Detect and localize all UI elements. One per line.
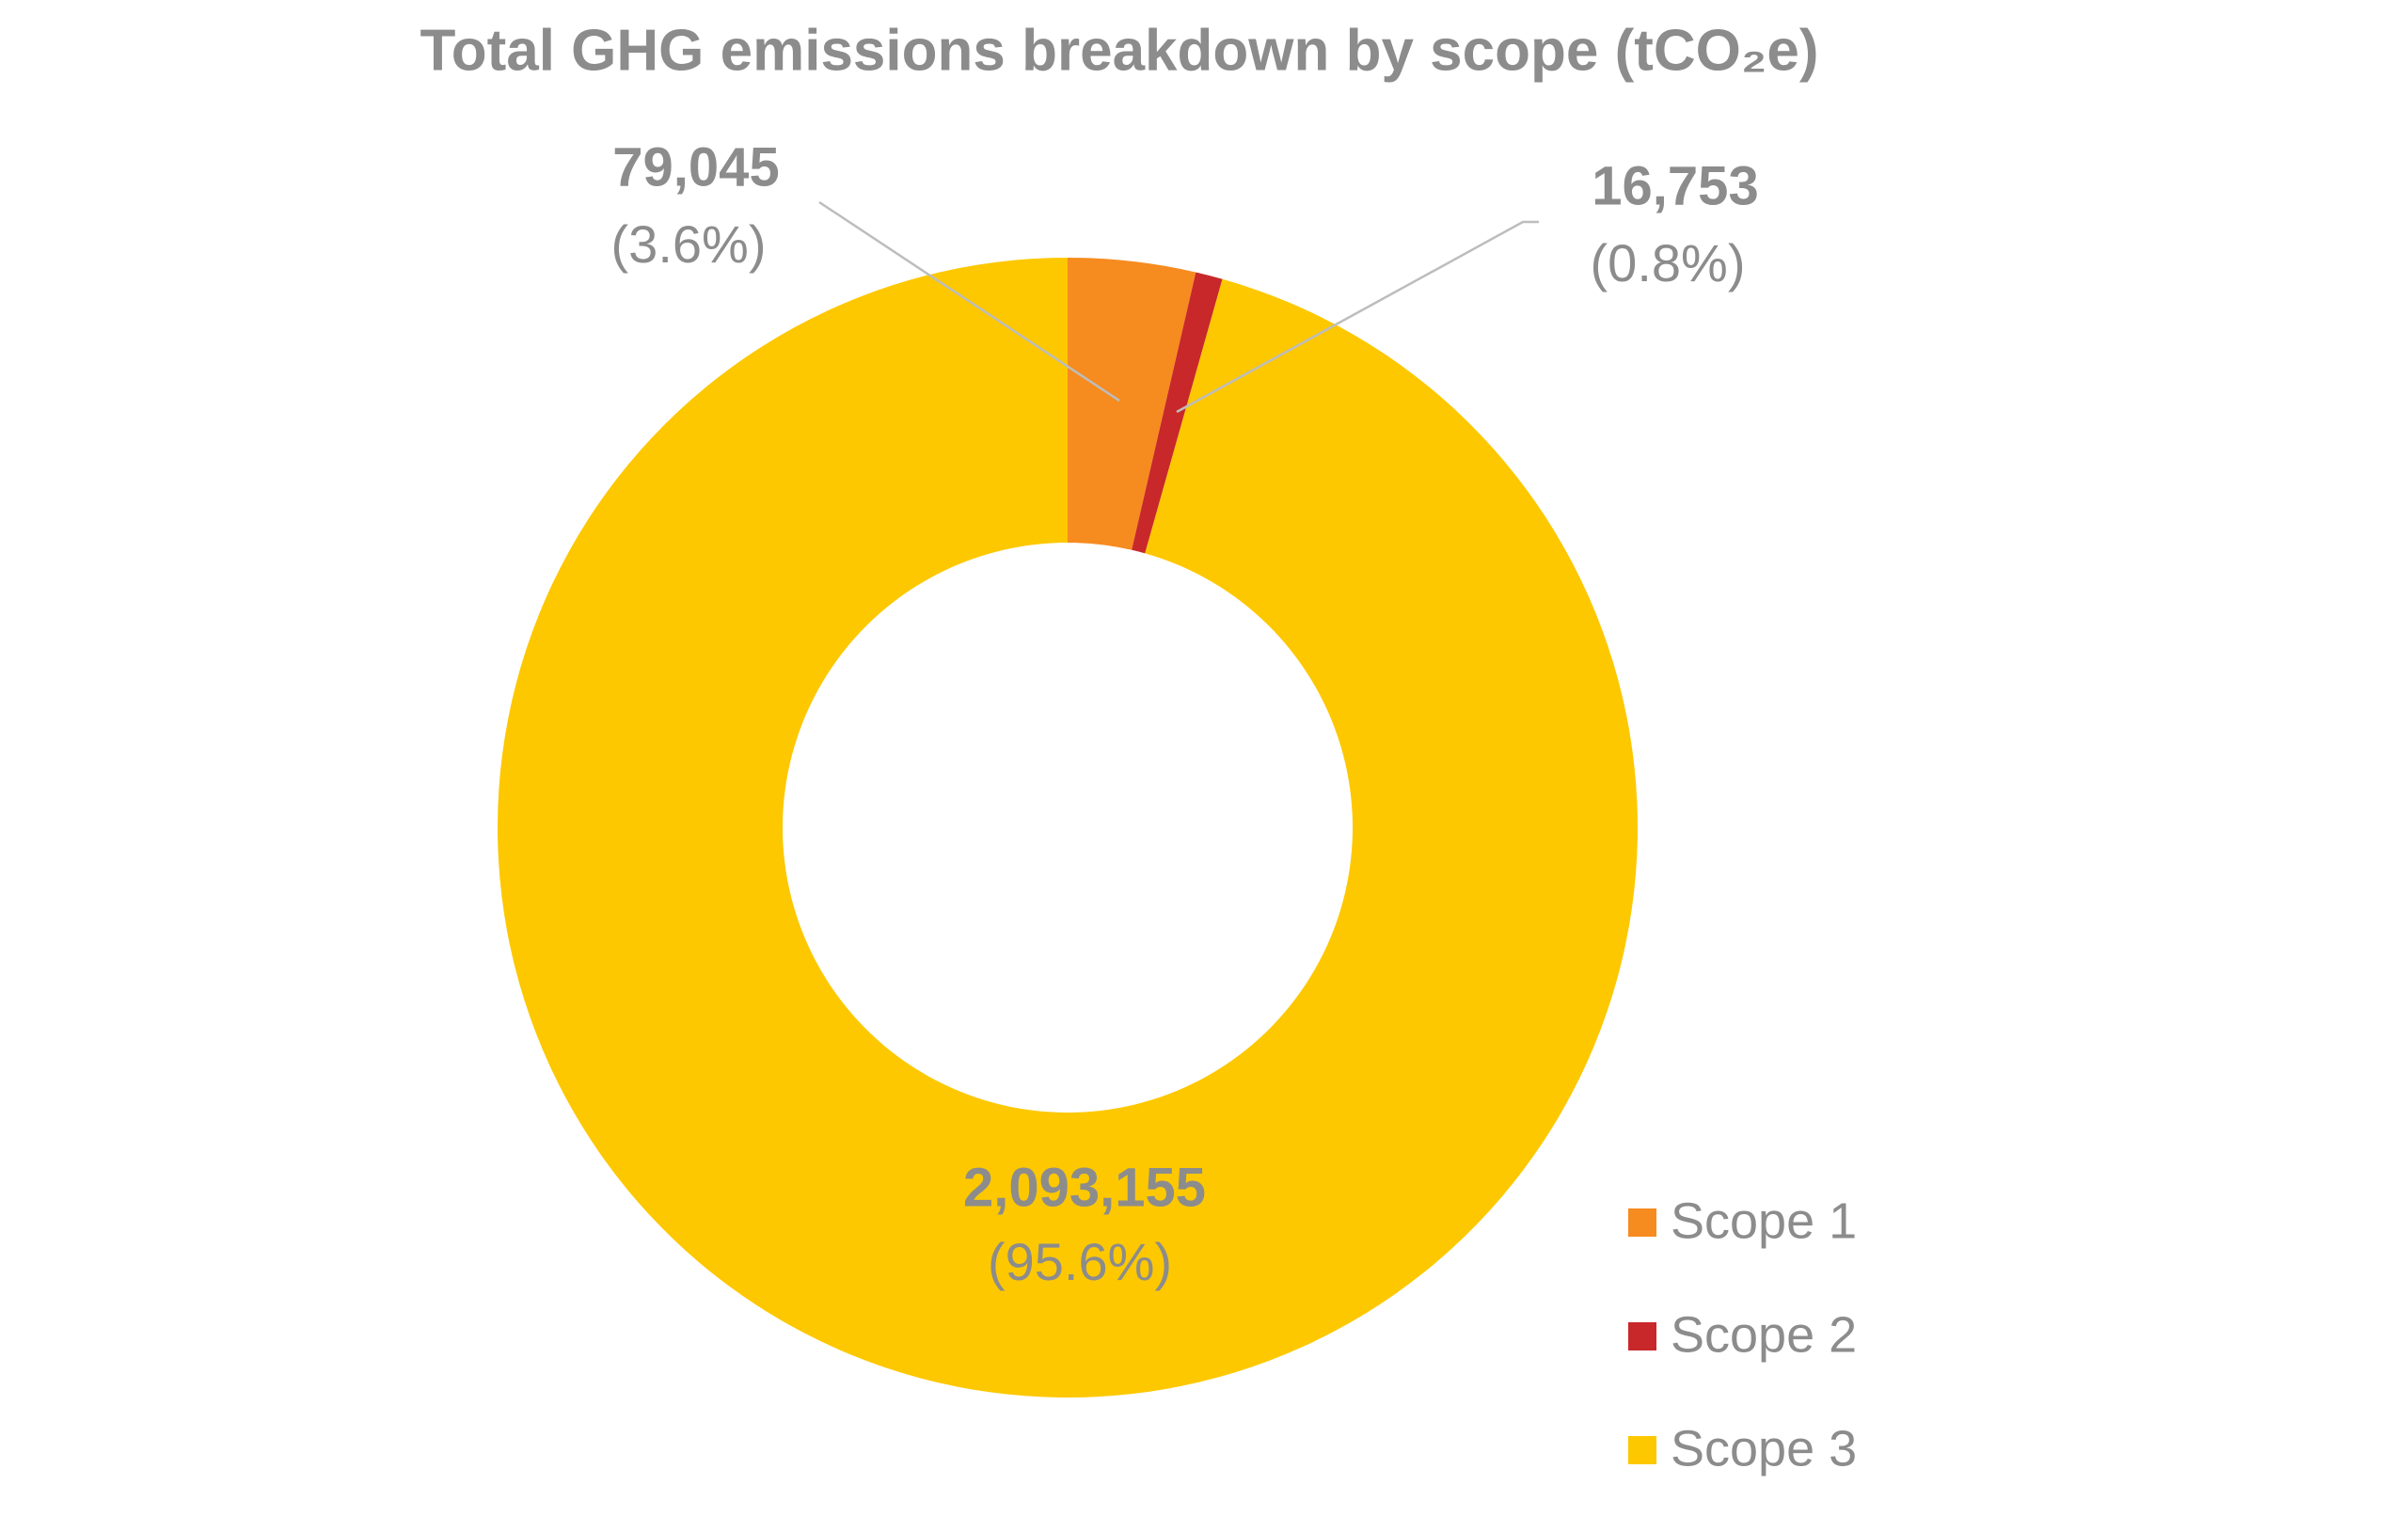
percent-label: (3.6%) — [611, 214, 767, 274]
value-label: 79,045 — [612, 136, 779, 197]
donut-slice — [498, 258, 1638, 1398]
legend-label: Scope 3 — [1671, 1420, 1857, 1477]
percent-label: (95.6%) — [988, 1232, 1172, 1291]
legend-label: Scope 1 — [1671, 1192, 1857, 1249]
leader-line — [818, 200, 1120, 403]
leader-line — [1176, 220, 1539, 414]
legend-label: Scope 2 — [1671, 1306, 1857, 1363]
legend-swatch — [1628, 1208, 1656, 1237]
value-label: 2,093,155 — [963, 1157, 1206, 1218]
legend-swatch — [1628, 1322, 1656, 1350]
value-label: 16,753 — [1592, 155, 1758, 216]
chart-title: Total GHG emissions breakdown by scope (… — [420, 18, 1818, 83]
donut-slice — [1132, 272, 1223, 554]
legend-swatch — [1628, 1436, 1656, 1464]
donut-slice — [1068, 258, 1196, 550]
donut — [498, 258, 1638, 1398]
percent-label: (0.8%) — [1591, 233, 1746, 292]
